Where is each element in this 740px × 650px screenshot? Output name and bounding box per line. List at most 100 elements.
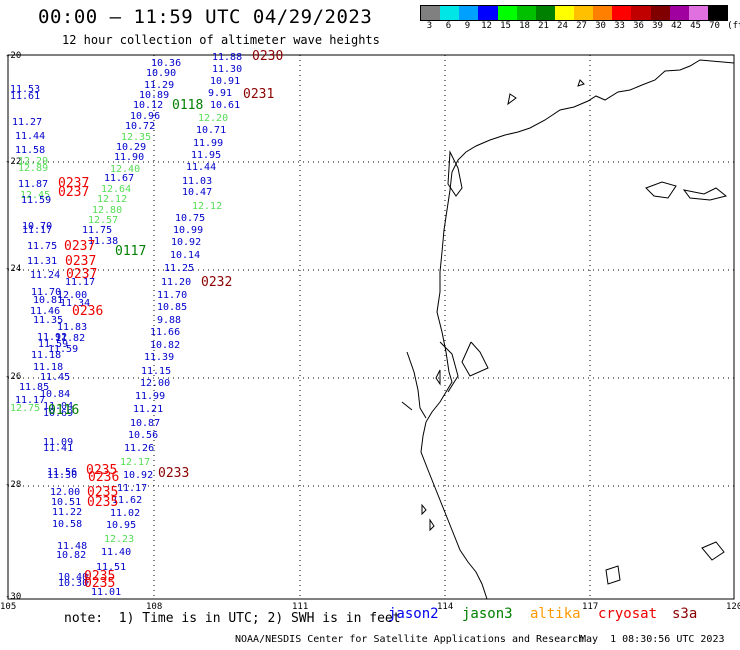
- wave-height-value: 12.29: [18, 156, 49, 167]
- wave-height-value: 10.92: [123, 470, 154, 481]
- pass-id-label: 0237: [58, 185, 90, 200]
- wave-height-value: 11.83: [57, 322, 88, 333]
- pass-id-label: 0235: [84, 569, 116, 584]
- legend-swatch: [440, 6, 460, 20]
- wave-height-value: 12.80: [92, 205, 123, 216]
- wave-height-value: 11.17: [65, 277, 96, 288]
- wave-height-value: 11.17: [22, 225, 53, 236]
- latitude-label: -26: [5, 372, 22, 382]
- wave-height-value: 10.71: [196, 125, 227, 136]
- pass-id-label: 0235: [84, 576, 116, 591]
- wave-height-value: 10.70: [22, 221, 53, 232]
- legend-tick-label: 33: [614, 21, 625, 31]
- wave-height-value: 11.18: [33, 362, 64, 373]
- wave-height-value: 11.99: [135, 391, 166, 402]
- wave-height-value: 11.70: [157, 290, 188, 301]
- wave-height-value: 11.88: [212, 52, 243, 63]
- wave-height-value: 10.92: [171, 237, 202, 248]
- longitude-label: 108: [146, 602, 163, 612]
- color-legend-bar: [420, 5, 728, 21]
- longitude-label: 111: [292, 602, 309, 612]
- legend-tick-label: 39: [652, 21, 663, 31]
- wave-height-value: 11.41: [43, 443, 74, 454]
- wave-height-value: 10.91: [210, 76, 241, 87]
- pass-id-label: 0235: [86, 463, 118, 478]
- page-subtitle: 12 hour collection of altimeter wave hei…: [62, 33, 380, 47]
- wave-height-value: 12.20: [198, 113, 229, 124]
- wave-height-value: 11.40: [101, 547, 132, 558]
- wave-height-value: 10.12: [133, 100, 164, 111]
- wave-height-value: 10.75: [175, 213, 206, 224]
- satellite-name: jason2: [388, 606, 439, 622]
- wave-height-value: 11.02: [110, 508, 141, 519]
- longitude-label: 105: [0, 602, 17, 612]
- wave-height-value: 11.35: [33, 315, 64, 326]
- wave-height-value: 12.12: [97, 194, 128, 205]
- wave-height-value: 10.51: [51, 497, 82, 508]
- credit-text: NOAA/NESDIS Center for Satellite Applica…: [235, 634, 585, 645]
- wave-height-value: 11.17: [117, 483, 148, 494]
- satellite-name: jason3: [462, 606, 513, 622]
- wave-height-value: 11.87: [18, 179, 49, 190]
- legend-tick-label: 18: [519, 21, 530, 31]
- grid-lines: [8, 55, 734, 599]
- legend-swatch: [593, 6, 613, 20]
- legend-unit: (ft): [727, 21, 740, 31]
- wave-height-value: 12.64: [101, 184, 132, 195]
- wave-height-value: 11.85: [19, 382, 50, 393]
- legend-swatch: [459, 6, 479, 20]
- wave-height-value: 11.59: [21, 195, 52, 206]
- wave-height-value: 12.45: [20, 190, 51, 201]
- wave-height-value: 12.23: [104, 534, 135, 545]
- wave-height-value: 11.51: [96, 562, 127, 573]
- wave-height-value: 11.22: [52, 507, 83, 518]
- legend-swatch: [707, 6, 727, 20]
- wave-height-value: 10.61: [210, 100, 241, 111]
- wave-height-value: 12.00: [57, 290, 88, 301]
- wave-height-value: 11.75: [82, 225, 113, 236]
- legend-swatch: [631, 6, 651, 20]
- legend-swatch: [574, 6, 594, 20]
- pass-id-label: 0235: [87, 495, 119, 510]
- legend-tick-label: 27: [576, 21, 587, 31]
- wave-height-value: 11.48: [57, 541, 88, 552]
- legend-tick-label: 30: [595, 21, 606, 31]
- legend-swatch: [669, 6, 689, 20]
- latitude-label: -28: [5, 480, 22, 490]
- legend-swatch: [612, 6, 632, 20]
- latitude-label: -22: [5, 157, 22, 167]
- pass-id-label: 0232: [201, 275, 233, 290]
- coastline: [420, 59, 735, 600]
- page-title: 00:00 – 11:59 UTC 04/29/2023: [38, 6, 373, 28]
- legend-tick-label: 70: [709, 21, 720, 31]
- generated-timestamp: May 1 08:30:56 UTC 2023: [580, 634, 725, 645]
- wave-height-value: 10.40: [58, 572, 89, 583]
- wave-height-value: 10.84: [40, 389, 71, 400]
- wave-height-value: 10.85: [157, 302, 188, 313]
- latitude-label: -24: [5, 264, 22, 274]
- wave-height-value: 11.34: [60, 298, 91, 309]
- legend-swatch: [688, 6, 708, 20]
- wave-height-value: 11.67: [104, 173, 135, 184]
- longitude-label: 114: [437, 602, 454, 612]
- wave-height-value: 11.59: [38, 339, 69, 350]
- wave-height-value: 12.17: [120, 457, 151, 468]
- legend-tick-label: 15: [500, 21, 511, 31]
- wave-height-value: 10.14: [170, 250, 201, 261]
- wave-height-value: 11.58: [15, 145, 46, 156]
- wave-height-value: 11.04: [43, 401, 74, 412]
- satellite-name: altika: [530, 606, 581, 622]
- pass-id-label: 0237: [64, 239, 96, 254]
- wave-height-value: 11.38: [88, 236, 119, 247]
- wave-height-value: 12.40: [110, 164, 141, 175]
- wave-height-value: 11.21: [133, 404, 164, 415]
- wave-height-value: 11.30: [212, 64, 243, 75]
- legend-tick-label: 9: [464, 21, 471, 31]
- pass-id-label: 0237: [65, 254, 97, 269]
- wave-height-value: 11.44: [186, 162, 217, 173]
- legend-swatch: [497, 6, 517, 20]
- wave-height-value: 11.17: [15, 395, 46, 406]
- wave-height-value: 10.81: [33, 295, 64, 306]
- wave-height-value: 10.82: [56, 550, 87, 561]
